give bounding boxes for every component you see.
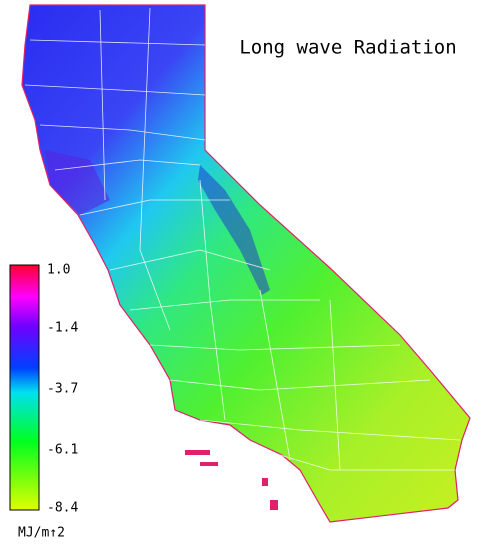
color-legend: 1.0 -1.4 -3.7 -6.1 -8.4 MJ/m↑2 (9, 263, 78, 541)
sierra-band (198, 165, 270, 295)
legend-tick-label: -3.7 (47, 382, 78, 397)
islands (185, 450, 278, 510)
legend-tick-label: -6.1 (47, 443, 78, 458)
legend-tick-label: -8.4 (47, 501, 78, 516)
legend-unit: MJ/m↑2 (18, 526, 65, 541)
purple-area (45, 150, 110, 215)
legend-tick-label: 1.0 (47, 263, 70, 278)
map-title: Long wave Radiation (239, 37, 456, 59)
legend-tick-label: -1.4 (47, 321, 78, 336)
county-lines (24, 7, 461, 471)
color-bar (9, 264, 40, 511)
california-map (21, 4, 471, 523)
